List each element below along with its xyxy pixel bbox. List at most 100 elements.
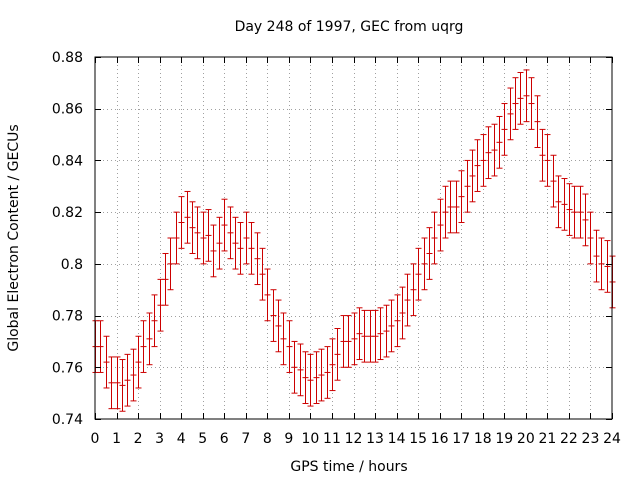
data-point [205,209,212,262]
x-tick-label: 16 [431,431,449,447]
ticks [95,57,613,420]
data-point [577,185,584,239]
x-tick-label: 5 [198,431,207,447]
data-point [404,273,411,327]
data-point [130,348,137,402]
data-point [383,304,390,358]
x-tick-label: 18 [474,431,492,447]
data-point [248,221,255,275]
data-point [517,72,524,125]
data-point [318,348,325,402]
data-point [431,211,438,265]
data-point [124,353,131,407]
data-point [200,211,207,265]
data-point [259,247,266,301]
x-tick-label: 1 [112,431,121,447]
x-tick-label: 17 [452,431,470,447]
data-point [237,221,244,275]
data-point [485,126,492,180]
x-tick-label: 12 [345,431,363,447]
data-point [329,338,336,392]
data-point [103,335,110,389]
data-point [539,128,546,182]
data-point [507,87,514,141]
x-tick-label: 4 [177,431,186,447]
data-point [372,309,379,363]
x-tick-label: 3 [155,431,164,447]
data-point [356,307,363,361]
y-tick-label: 0.74 [52,412,83,428]
x-tick-label: 7 [241,431,250,447]
x-tick-label: 0 [91,431,100,447]
x-tick-label: 13 [366,431,384,447]
x-tick-labels: 0 1 2 3 4 5 6 7 8 9 10 11 12 13 14 15 16 17 18 19 20 21 22 23 24 [91,431,621,447]
x-tick-label: 19 [495,431,513,447]
data-point [264,268,271,322]
y-axis-label: Global Electron Content / GECUs [6,124,22,351]
data-point [426,227,433,280]
data-point [135,335,142,389]
x-tick-label: 2 [134,431,143,447]
x-tick-label: 15 [409,431,427,447]
x-tick-label: 24 [603,431,621,447]
data-point [119,359,126,412]
y-tick-label: 0.78 [52,309,83,325]
data-point [361,309,368,363]
data-point [566,183,573,236]
data-point [280,312,287,366]
data-point [210,224,217,278]
data-point [550,154,557,208]
data-point [313,351,320,404]
data-point [534,95,541,148]
data-point [528,77,535,130]
data-point [480,134,487,187]
data-point [307,353,314,407]
x-tick-label: 10 [302,431,320,447]
data-point [178,196,185,249]
data-point [97,320,104,373]
x-tick-label: 9 [284,431,293,447]
y-tick-label: 0.88 [52,50,83,66]
data-point [184,190,191,244]
data-point [469,149,476,203]
x-tick-label: 22 [560,431,578,447]
data-point [162,253,169,306]
data-point [189,201,196,255]
plot-frame [94,56,613,420]
data-point [221,198,228,252]
data-point [194,206,201,260]
x-tick-label: 6 [220,431,229,447]
data-point [496,115,503,169]
data-point [345,315,352,368]
data-point [491,123,498,177]
data-point [582,193,589,247]
y-tick-labels: 0.74 0.76 0.78 0.8 0.82 0.84 0.86 0.88 [52,50,83,428]
data-point [453,180,460,234]
data-point [512,77,519,130]
data-point [464,159,471,213]
x-tick-label: 8 [263,431,272,447]
chart-title: Day 248 of 1997, GEC from uqrg [235,19,464,35]
x-tick-label: 14 [388,431,406,447]
data-point [243,211,250,265]
x-tick-label: 20 [517,431,535,447]
x-tick-label: 21 [538,431,556,447]
data-point [587,211,594,265]
data-point [410,263,417,317]
data-point [275,299,282,353]
data-point [474,139,481,192]
data-point [458,170,465,223]
data-point [151,294,158,348]
gec-series [92,69,616,412]
data-point [421,237,428,291]
data-point [216,216,223,270]
data-point [447,180,454,234]
y-tick-label: 0.86 [52,102,83,118]
data-point [523,69,530,123]
data-point [324,346,331,399]
data-point [415,247,422,301]
y-tick-label: 0.84 [52,153,83,169]
x-tick-label: 11 [323,431,341,447]
y-tick-label: 0.76 [52,360,83,376]
data-point [140,320,147,373]
